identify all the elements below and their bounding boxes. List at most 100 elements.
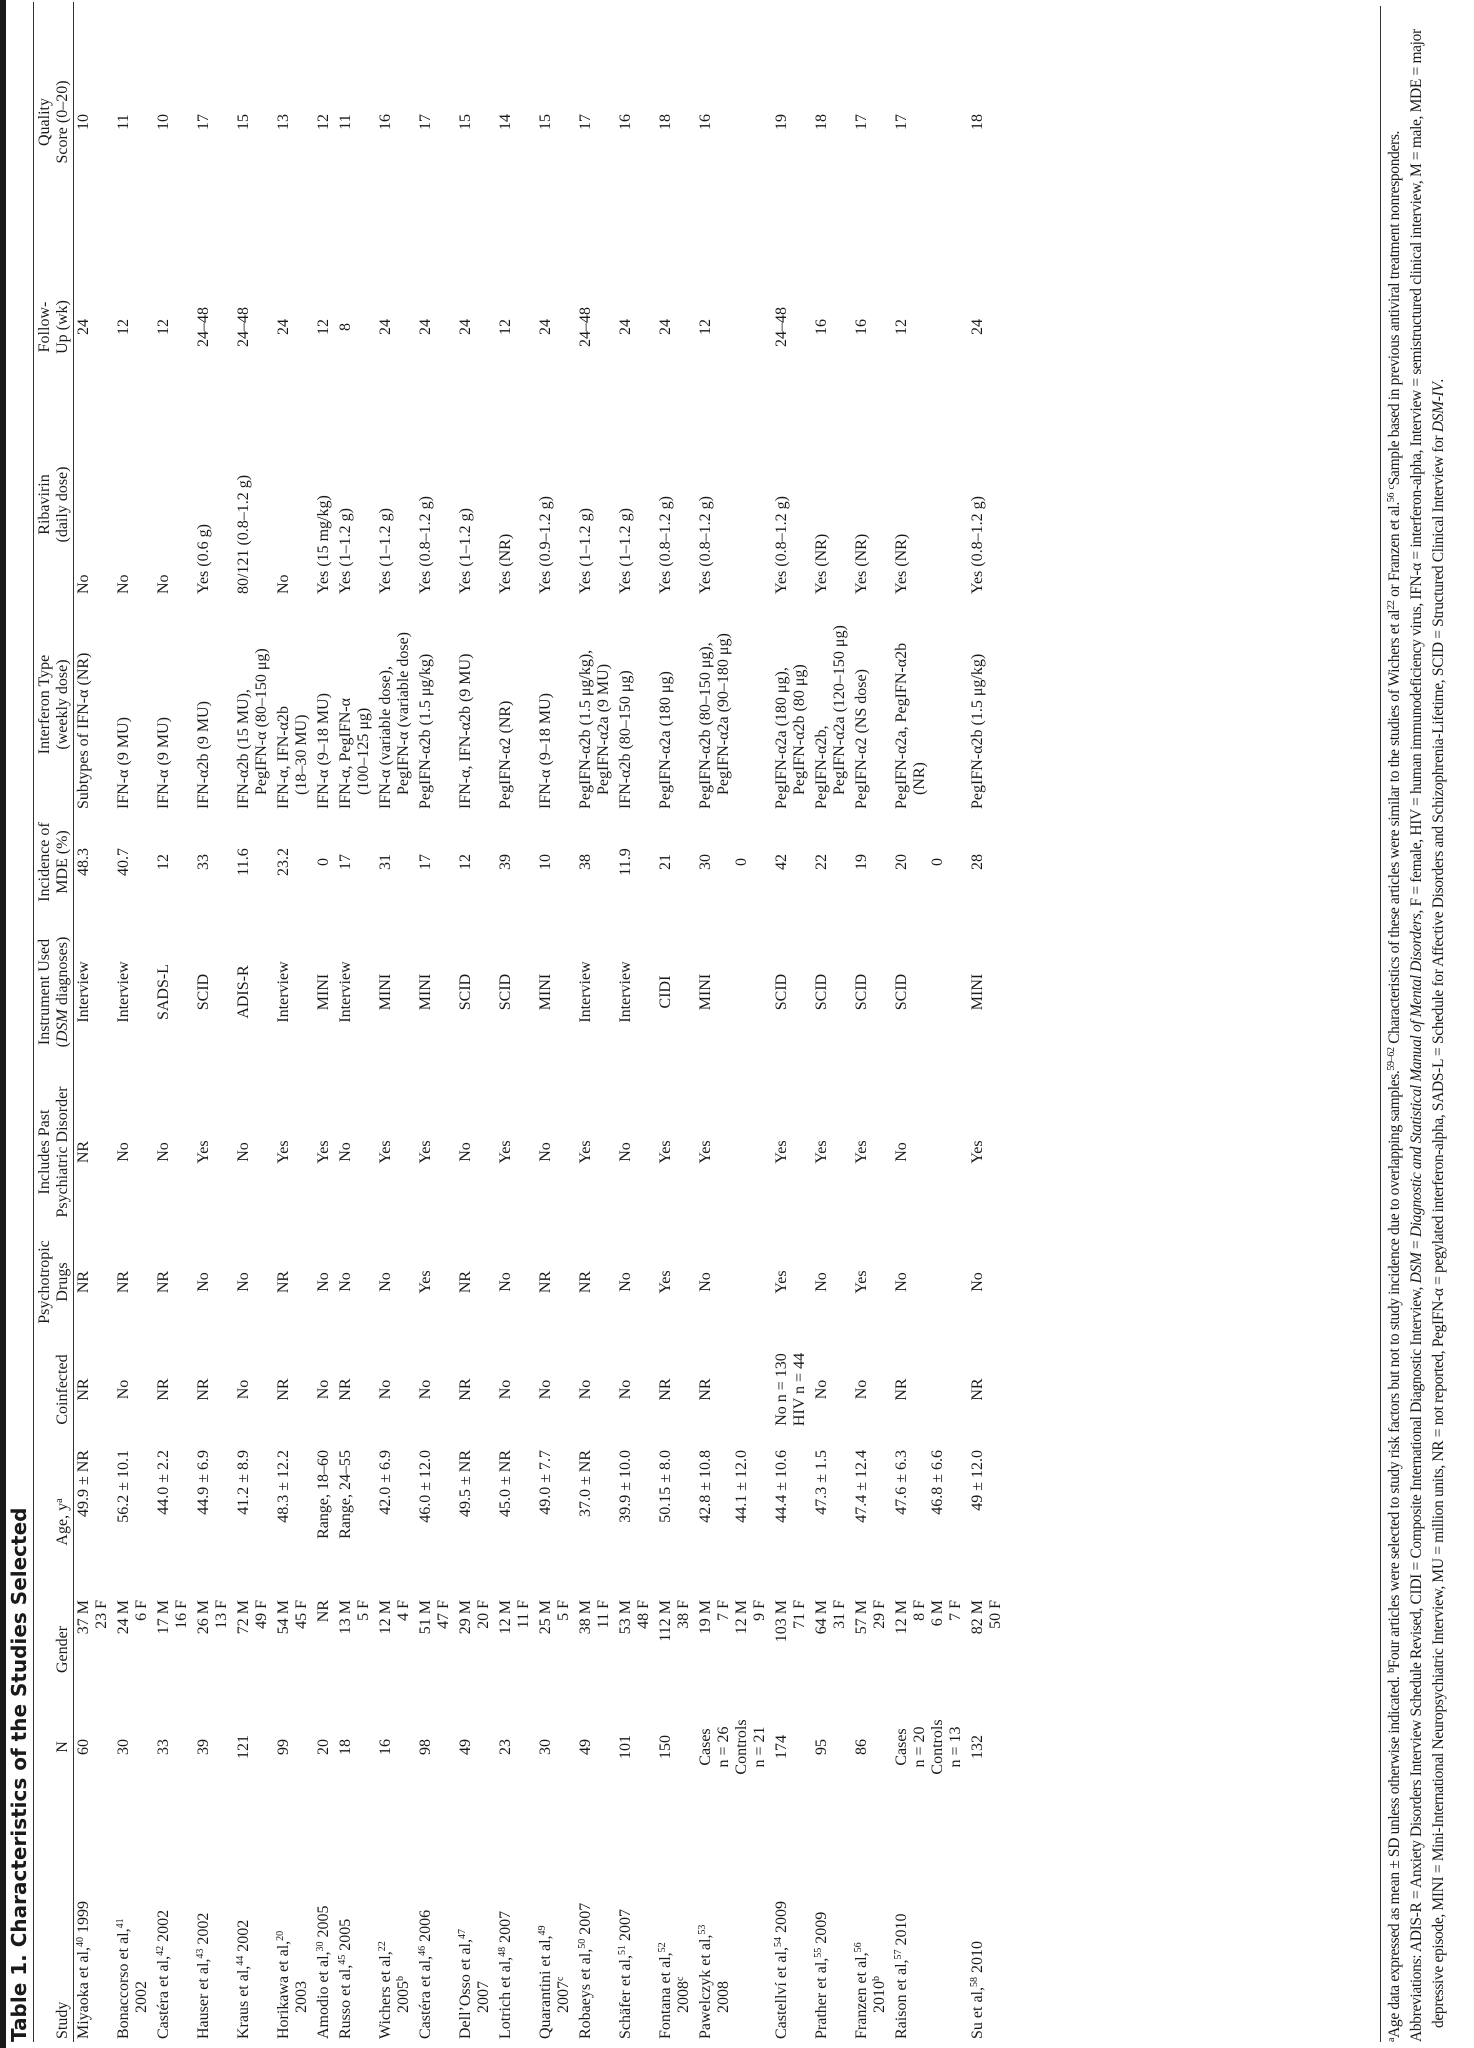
cell-line: 24 <box>657 319 674 335</box>
cell-line: No <box>457 1142 474 1162</box>
footnote-text: b <box>1386 1668 1397 1673</box>
cell-instr: ADIS-R <box>234 912 274 1072</box>
cell-ifn: PegIFN-α2b, PegIFN-α2a (120–150 μg) <box>812 597 852 812</box>
cell-q: 10 <box>154 2 194 242</box>
cell-line: Yes <box>417 1270 434 1294</box>
study-line: Fontana et al,52 <box>657 1795 675 2039</box>
cell-ifn: IFN-α (9 MU) <box>154 597 194 812</box>
study-author: Horikawa et al, <box>275 1940 292 2039</box>
cell-ifn: PegIFN-α2a (180 μg) <box>656 597 696 812</box>
cell-inc: 30 0 <box>696 812 772 912</box>
cell-line: NR <box>195 1378 212 1401</box>
table-row: Lotrich et al,48 2007 23 12 M 11 F 45.0 ± NR… <box>496 2 536 2042</box>
cell-line: n = 26 <box>715 1726 732 1768</box>
cell-line: 17 <box>195 114 212 130</box>
cell-psych: No <box>968 1232 1008 1332</box>
cell-line: Yes <box>377 1140 394 1164</box>
cell-age: 46.0 ± 12.0 <box>416 1447 456 1597</box>
cell-riba: Yes (0.8–1.2 g) <box>416 412 456 597</box>
cell-inc: 0 <box>314 812 336 912</box>
reference-number: 56 <box>853 1942 864 1953</box>
header-n: N <box>33 1702 74 1792</box>
study-author: Wichers et al, <box>377 1951 394 2039</box>
cell-line: 13 <box>275 114 292 130</box>
cell-line: 18 <box>337 1739 354 1755</box>
cell-inc: 42 <box>772 812 812 912</box>
table-row: Prather et al,55 2009 95 64 M 31 F 47.3 ± 1.… <box>812 2 852 2042</box>
cell-past: No <box>536 1072 576 1232</box>
cell-fu: 24–48 <box>772 242 812 412</box>
cell-psych: NR <box>154 1232 194 1332</box>
cell-inc: 38 <box>576 812 616 912</box>
cell-riba: Yes (0.6 g) <box>194 412 234 597</box>
cell-line: 99 <box>275 1739 292 1755</box>
study-line: Castéra et al,46 2006 <box>417 1795 435 2039</box>
cell-line: 8 F <box>911 1600 928 1621</box>
header-line: Includes Past <box>36 1109 53 1195</box>
cell-line: PegIFN-α2a (180 μg) <box>657 671 674 809</box>
cell-line: 16 <box>377 1739 394 1755</box>
cell-line: 31 <box>377 854 394 870</box>
cell-riba: No <box>274 412 314 597</box>
cell-instr: MINI <box>968 912 1008 1072</box>
cell-line: NR <box>275 1270 292 1294</box>
cell-gender: 51 M 47 F <box>416 1597 456 1702</box>
footnote-text: . <box>1430 379 1447 383</box>
cell-past: Yes <box>852 1072 892 1232</box>
cell-ifn: IFN-α, IFN-α2b (18–30 MU) <box>274 597 314 812</box>
cell-study: Su et al,58 2010 <box>968 1792 1008 2042</box>
cell-line: IFN-α (variable dose), <box>377 666 394 809</box>
cell-ifn: PegIFN-α2 (NR) <box>496 597 536 812</box>
study-author: Castéra et al, <box>417 1955 434 2039</box>
cell-line: 18 <box>969 114 986 130</box>
cell-line: 22 <box>813 854 830 870</box>
cell-n: 30 <box>536 1702 576 1792</box>
cell-psych: NR <box>74 1232 115 1332</box>
cell-line: 15 <box>235 114 252 130</box>
study-author: Lotrich et al, <box>497 1956 514 2039</box>
cell-line: 33 <box>155 1739 172 1755</box>
cell-line: 41.2 ± 8.9 <box>235 1450 252 1515</box>
cell-age: 39.9 ± 10.0 <box>616 1447 656 1597</box>
cell-past: Yes <box>416 1072 456 1232</box>
cell-line <box>911 815 929 909</box>
cell-coinf: NR <box>336 1332 376 1447</box>
cell-line: 51 M <box>417 1600 434 1635</box>
table-row: Castellví et al,54 2009 174 103 M 71 F 44.4 … <box>772 2 812 2042</box>
study-year: 2010 <box>871 1981 888 2013</box>
header-line: Quality <box>36 98 53 146</box>
cell-past: No <box>892 1072 968 1232</box>
footnote-text: Diagnostic and Statistical Manual of Men… <box>1408 913 1425 1238</box>
cell-line: PegIFN-α2b (1.5 μg/kg) <box>417 653 434 809</box>
cell-n: 49 <box>576 1702 616 1792</box>
cell-past: NR <box>74 1072 115 1232</box>
cell-line: SADS-L <box>155 964 172 1021</box>
header-line: Instrument Used <box>36 938 53 1046</box>
cell-line: Yes <box>417 1140 434 1164</box>
cell-line: Interview <box>617 961 634 1023</box>
footnote-text: or Franzen et al. <box>1386 502 1403 601</box>
cell-riba: Yes (0.8–1.2 g) <box>696 412 772 597</box>
footnote-paragraph: aAge data expressed as mean ± SD unless … <box>1384 6 1406 2042</box>
cell-line: IFN-α (9–18 MU) <box>315 693 332 809</box>
cell-line: SCID <box>195 973 212 1011</box>
cell-line: Yes <box>969 1140 986 1164</box>
cell-ifn: PegIFN-α2b (1.5 μg/kg), PegIFN-α2a (9 MU) <box>576 597 616 812</box>
cell-study: Kraus et al,44 2002 <box>234 1792 274 2042</box>
cell-study: Raison et al,57 2010 <box>892 1792 968 2042</box>
header-line: Psychiatric Disorder <box>54 1086 71 1218</box>
cell-line: 12 M <box>377 1600 394 1635</box>
cell-line: No <box>537 1379 554 1400</box>
cell-fu: 24 <box>456 242 496 412</box>
cell-line: No <box>969 1272 986 1292</box>
cell-n: 39 <box>194 1702 234 1792</box>
cell-line: Interview <box>577 961 594 1023</box>
study-author: Russo et al, <box>337 1964 354 2039</box>
cell-study: Robaeys et al,50 2007 <box>576 1792 616 2042</box>
cell-line: HIV n = 44 <box>791 1352 808 1427</box>
cell-line: n = 20 <box>911 1726 928 1768</box>
table-row: Schäfer et al,51 2007 101 53 M 48 F 39.9 ± 1… <box>616 2 656 2042</box>
cell-line: 98 <box>417 1739 434 1755</box>
cell-riba: Yes (0.8–1.2 g) <box>968 412 1008 597</box>
